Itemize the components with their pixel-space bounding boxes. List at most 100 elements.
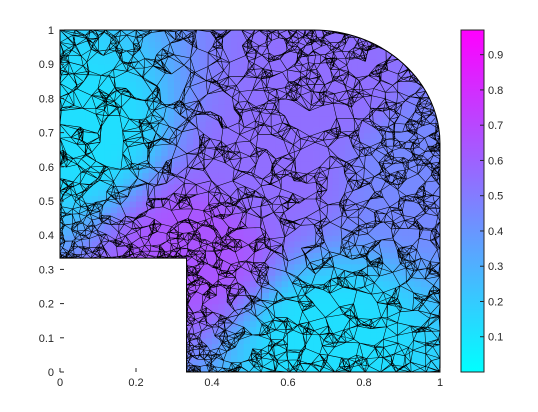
field-cell <box>155 69 162 77</box>
field-cell <box>364 92 371 99</box>
field-cell <box>129 121 137 128</box>
field-cell <box>433 286 440 293</box>
field-cell <box>193 161 200 168</box>
field-cell <box>332 201 340 208</box>
y-tick-label: 0.6 <box>39 162 54 174</box>
field-cell <box>281 58 289 65</box>
field-cell <box>364 98 371 105</box>
field-cell <box>275 252 283 259</box>
field-cell <box>345 343 352 350</box>
field-cell <box>389 195 397 202</box>
field-cell <box>180 149 188 156</box>
field-cell <box>66 166 74 174</box>
field-cell <box>193 138 200 145</box>
field-cell <box>357 155 365 162</box>
field-cell <box>193 35 200 42</box>
field-cell <box>117 178 124 185</box>
field-cell <box>72 161 80 168</box>
field-cell <box>351 109 359 117</box>
field-cell <box>60 69 67 77</box>
field-cell <box>281 183 289 191</box>
field-cell <box>370 64 378 71</box>
field-cell <box>351 41 359 48</box>
field-cell <box>275 75 283 82</box>
field-cell <box>338 104 346 111</box>
field-cell <box>155 144 162 151</box>
field-cell <box>332 87 340 94</box>
field-cell <box>319 263 327 270</box>
field-cell <box>161 126 169 134</box>
field-cell <box>332 218 340 225</box>
field-cell <box>224 218 232 225</box>
field-cell <box>142 189 150 196</box>
field-cell <box>167 235 175 242</box>
field-cell <box>307 189 314 196</box>
field-cell <box>281 30 289 37</box>
field-cell <box>345 263 352 270</box>
field-cell <box>433 189 440 196</box>
field-cell <box>136 178 143 185</box>
field-cell <box>262 172 270 179</box>
field-cell <box>142 81 150 88</box>
field-cell <box>205 343 213 350</box>
field-cell <box>326 52 333 60</box>
field-cell <box>300 320 308 327</box>
field-cell <box>205 337 213 345</box>
field-cell <box>332 354 340 362</box>
field-cell <box>402 64 409 71</box>
field-cell <box>231 206 238 213</box>
field-cell <box>237 354 245 362</box>
field-cell <box>402 320 409 327</box>
field-cell <box>427 366 435 372</box>
field-cell <box>281 98 289 105</box>
field-cell <box>110 109 118 117</box>
field-cell <box>161 87 169 94</box>
field-cell <box>231 354 238 362</box>
field-cell <box>319 47 327 54</box>
field-cell <box>357 126 365 134</box>
field-cell <box>212 201 219 208</box>
field-cell <box>319 64 327 71</box>
field-cell <box>205 246 213 253</box>
field-cell <box>389 87 397 94</box>
field-cell <box>167 75 175 82</box>
field-cell <box>250 35 257 42</box>
field-cell <box>338 343 346 350</box>
field-cell <box>161 252 169 259</box>
field-cell <box>123 240 131 248</box>
field-cell <box>357 218 365 225</box>
field-cell <box>421 155 428 162</box>
field-cell <box>72 126 80 134</box>
field-cell <box>357 326 365 333</box>
field-cell <box>307 121 314 128</box>
field-cell <box>66 235 74 242</box>
field-cell <box>300 258 308 265</box>
field-cell <box>408 246 416 253</box>
field-cell <box>281 47 289 54</box>
field-cell <box>370 144 378 151</box>
field-cell <box>136 69 143 77</box>
field-cell <box>345 183 352 191</box>
field-cell <box>319 366 327 372</box>
field-cell <box>300 138 308 145</box>
field-cell <box>262 332 270 339</box>
field-cell <box>338 337 346 345</box>
y-tick-label: 0.5 <box>39 196 54 208</box>
field-cell <box>123 109 131 117</box>
field-cell <box>243 195 251 202</box>
field-cell <box>300 206 308 213</box>
field-cell <box>243 75 251 82</box>
field-cell <box>294 64 302 71</box>
field-cell <box>110 229 118 236</box>
field-cell <box>319 87 327 94</box>
field-cell <box>167 195 175 202</box>
field-cell <box>237 201 245 208</box>
field-cell <box>288 161 295 168</box>
field-cell <box>218 115 226 122</box>
field-cell <box>319 297 327 305</box>
field-cell <box>395 126 403 134</box>
field-cell <box>427 144 435 151</box>
field-cell <box>79 132 86 139</box>
field-cell <box>338 35 346 42</box>
field-cell <box>414 252 422 259</box>
